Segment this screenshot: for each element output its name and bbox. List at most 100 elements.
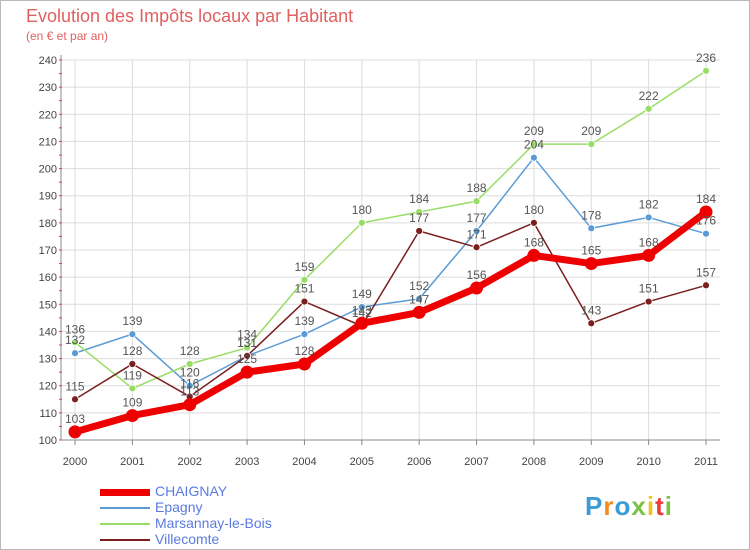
logo-letter: t <box>655 491 665 521</box>
data-point <box>415 208 424 216</box>
data-label: 159 <box>294 260 314 274</box>
data-label: 143 <box>352 303 372 317</box>
data-point <box>530 153 538 162</box>
data-label: 128 <box>122 344 142 358</box>
x-tick-label: 2005 <box>350 456 374 468</box>
data-point <box>355 316 369 330</box>
y-tick-label: 180 <box>39 218 57 230</box>
data-label: 180 <box>524 203 544 217</box>
data-point <box>415 227 424 235</box>
data-label: 156 <box>467 268 487 282</box>
chart-title: Evolution des Impôts locaux par Habitant <box>26 6 354 26</box>
data-point <box>300 297 309 306</box>
data-point <box>415 294 424 303</box>
data-label: 178 <box>581 208 601 222</box>
y-tick-label: 130 <box>39 354 57 366</box>
data-label: 103 <box>65 412 85 426</box>
x-tick-label: 2003 <box>235 456 259 468</box>
data-label: 132 <box>65 333 85 347</box>
x-tick-label: 2000 <box>63 456 87 468</box>
y-tick-label: 120 <box>39 381 57 393</box>
data-label: 180 <box>352 203 372 217</box>
legend-label: CHAIGNAY <box>155 483 228 499</box>
data-label: 125 <box>237 352 257 366</box>
data-point <box>71 349 79 358</box>
logo-letter: i <box>664 491 673 521</box>
data-point <box>300 330 309 339</box>
data-label: 165 <box>581 244 601 258</box>
logo-letter: r <box>603 491 615 521</box>
data-label: 188 <box>467 181 487 195</box>
data-label: 151 <box>639 282 659 296</box>
y-tick-label: 150 <box>39 299 57 311</box>
data-label: 182 <box>639 197 659 211</box>
data-point <box>128 360 137 368</box>
data-label: 236 <box>696 51 716 65</box>
data-point <box>527 248 541 262</box>
y-tick-label: 190 <box>39 191 57 203</box>
data-label: 149 <box>352 287 372 301</box>
data-point <box>71 338 79 347</box>
data-label: 128 <box>294 344 314 358</box>
data-point <box>644 213 653 222</box>
proxiti-logo: Proxiti <box>585 491 673 522</box>
data-label: 222 <box>639 89 659 103</box>
x-tick-label: 2007 <box>464 456 488 468</box>
series-lines <box>68 66 713 439</box>
data-label: 131 <box>237 336 257 350</box>
data-point <box>472 227 481 235</box>
logo-letter: i <box>646 491 656 521</box>
grid <box>61 59 720 441</box>
data-point <box>587 319 596 328</box>
data-point <box>128 384 137 393</box>
y-tick-label: 240 <box>39 55 57 67</box>
y-tick-label: 110 <box>39 408 57 420</box>
data-point <box>243 343 251 352</box>
data-point <box>472 243 481 252</box>
data-point <box>412 305 426 319</box>
data-point <box>243 351 251 360</box>
data-label: 171 <box>467 227 487 241</box>
x-tick-label: 2010 <box>636 456 660 468</box>
x-tick-label: 2004 <box>292 456 316 468</box>
data-label: 143 <box>581 303 601 317</box>
series-line-epagny <box>74 156 707 387</box>
chart-subtitle: (en € et par an) <box>26 29 109 43</box>
data-point <box>240 365 254 379</box>
data-label: 131 <box>237 336 257 350</box>
data-label: 204 <box>524 138 544 152</box>
data-label: 139 <box>294 314 314 328</box>
data-point <box>472 197 481 206</box>
data-point <box>470 281 484 295</box>
data-point <box>125 409 139 423</box>
data-label: 157 <box>696 265 716 279</box>
y-tick-label: 230 <box>39 82 57 94</box>
data-label: 177 <box>409 211 429 225</box>
data-label: 184 <box>696 192 716 206</box>
data-label: 184 <box>409 192 429 206</box>
data-point <box>357 218 366 227</box>
y-tick-label: 210 <box>39 136 57 148</box>
data-label: 116 <box>180 377 199 391</box>
logo-letter: o <box>614 491 632 521</box>
y-tick-label: 160 <box>39 272 57 284</box>
series-line-villecomte <box>74 222 707 401</box>
data-label: 136 <box>65 322 85 336</box>
series-line-chaignay <box>71 208 710 436</box>
data-point <box>702 281 710 290</box>
data-point <box>644 297 653 306</box>
data-point <box>185 381 194 390</box>
data-label: 134 <box>237 328 257 342</box>
legend-label: Villecomte <box>155 531 220 547</box>
data-label: 113 <box>180 385 199 399</box>
data-label: 176 <box>696 214 716 228</box>
y-tick-label: 200 <box>39 164 57 176</box>
legend-swatch <box>100 489 150 496</box>
data-label: 147 <box>409 292 429 306</box>
data-point <box>644 104 653 113</box>
data-label: 109 <box>122 396 142 410</box>
legend-label: Marsannay-le-Bois <box>155 515 272 531</box>
data-point <box>300 275 309 284</box>
